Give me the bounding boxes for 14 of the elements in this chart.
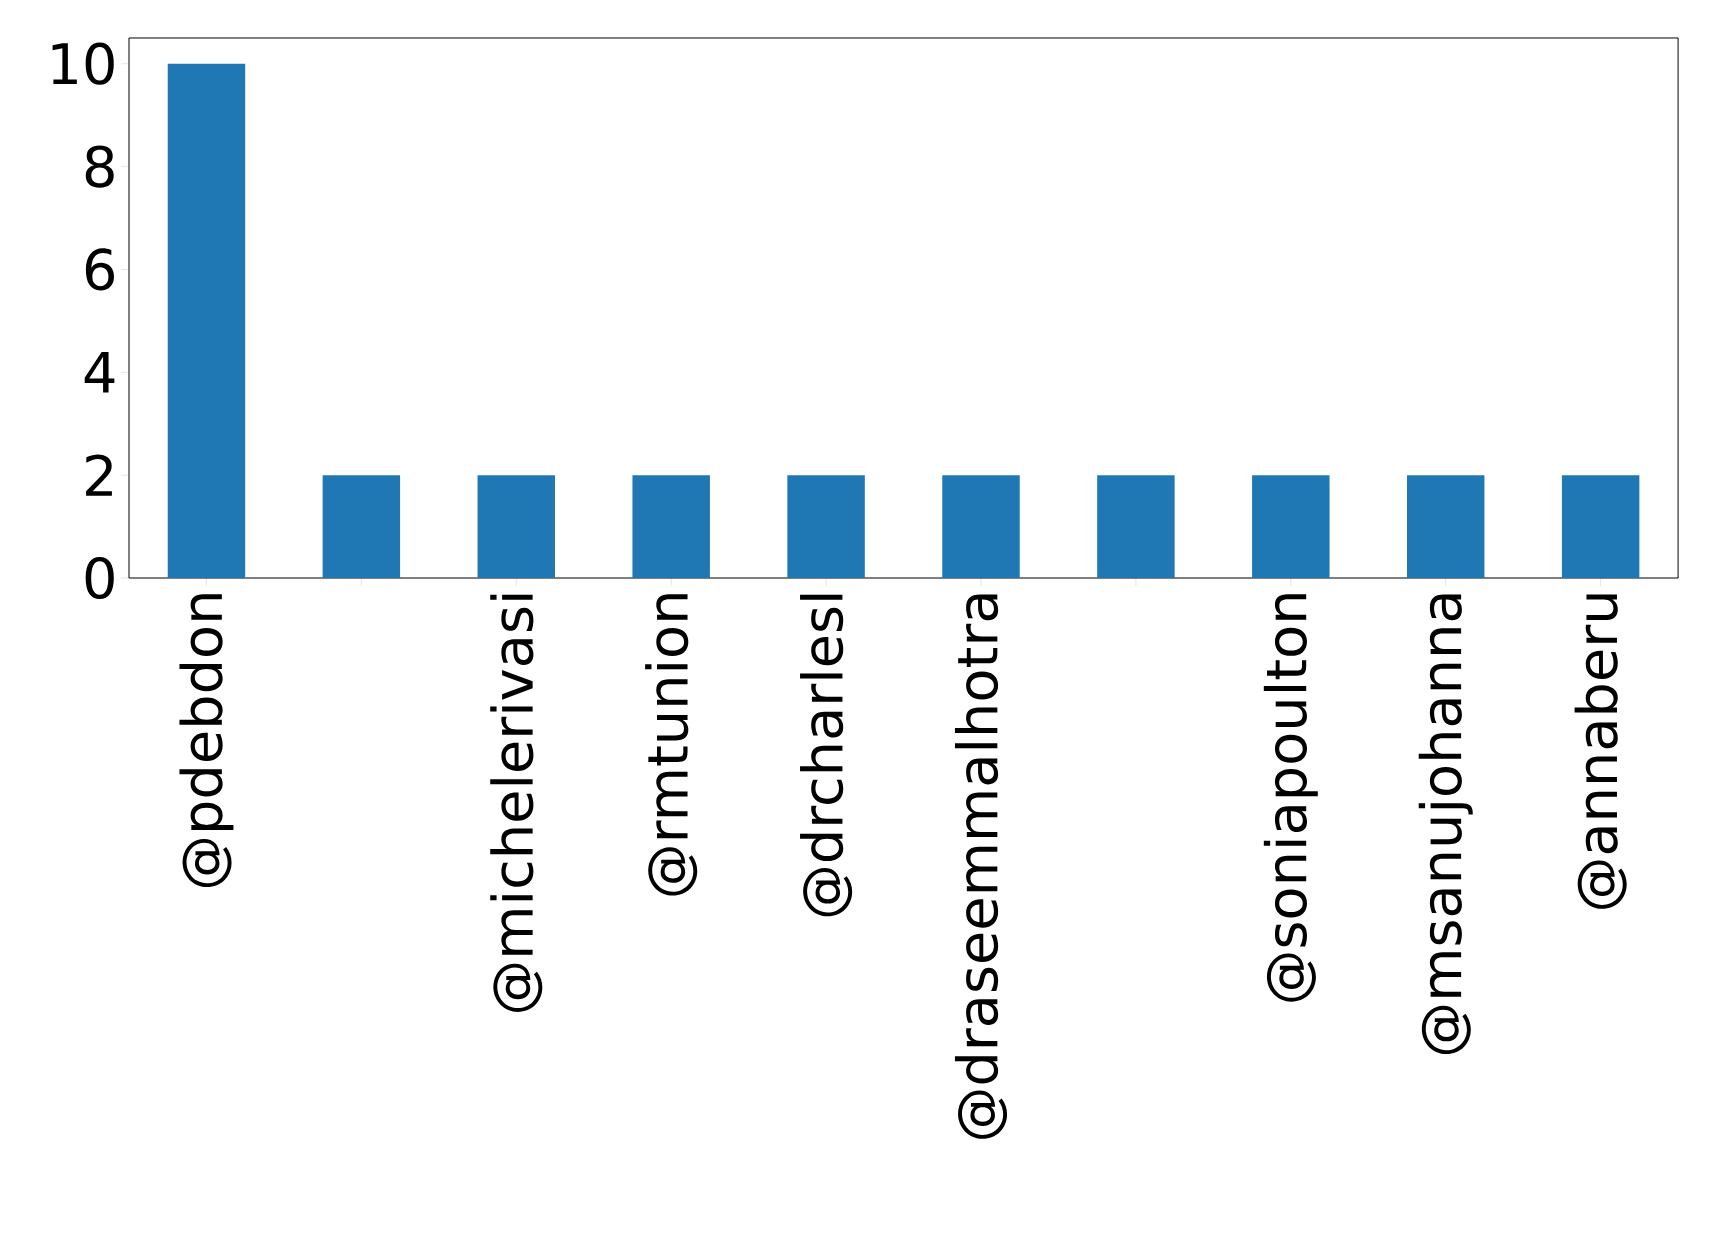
- x-tick-label: @rmtunion: [645, 594, 698, 896]
- y-tick-label: 2: [86, 454, 112, 496]
- y-tick-label: 8: [85, 145, 114, 188]
- y-tick-label: 0: [85, 556, 114, 600]
- x-tick-label: @soniapoulton: [1263, 594, 1318, 1002]
- x-tick-label: @msanujohanna: [1418, 594, 1473, 1055]
- y-tick-label: 10: [52, 42, 114, 85]
- x-tick-label: @michelerivasi: [490, 594, 543, 1012]
- x-tick-label: @drcharlesl: [800, 594, 853, 917]
- y-tick-label: 6: [85, 248, 114, 291]
- x-tick-label: @draseemmalhotra: [954, 594, 1008, 1139]
- y-tick-label: 4: [84, 351, 115, 393]
- x-tick-label: @pdebdon: [179, 594, 234, 888]
- x-tick-label: @annaberu: [1574, 594, 1627, 909]
